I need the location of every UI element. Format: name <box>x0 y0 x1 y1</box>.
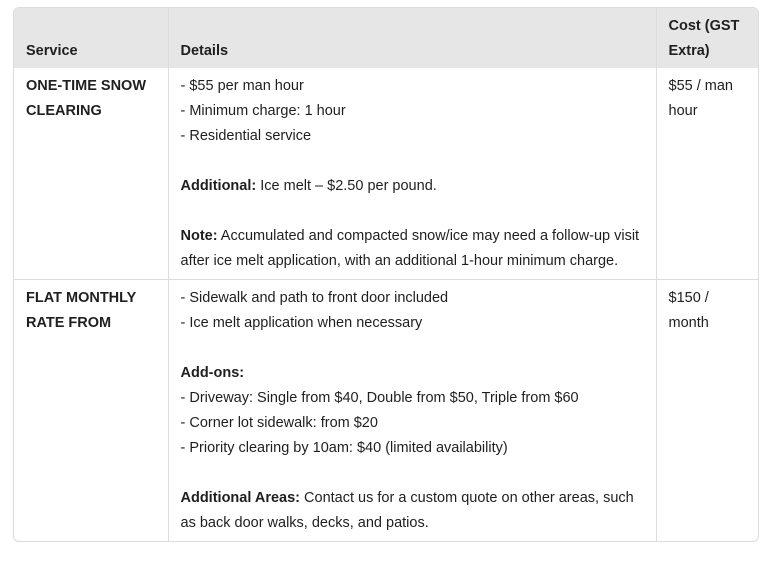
detail-line <box>181 149 644 174</box>
detail-line <box>181 461 644 486</box>
detail-text: - $55 per man hour <box>180 78 304 94</box>
cost-cell: $55 / man hour <box>655 68 758 280</box>
detail-line: Additional: Ice melt – $2.50 per pound. <box>181 174 644 199</box>
detail-text: - Sidewalk and path to front door includ… <box>180 290 449 306</box>
detail-line: Add-ons: <box>181 361 644 386</box>
table-row: FLAT MONTHLY RATE FROM - Sidewalk and pat… <box>14 279 758 541</box>
detail-label: Additional Areas: <box>180 490 301 506</box>
service-cell: ONE-TIME SNOW CLEARING <box>26 78 147 119</box>
detail-line: - Priority clearing by 10am: $40 (limite… <box>181 436 644 461</box>
table-row: ONE-TIME SNOW CLEARING - $55 per man hour… <box>14 68 758 280</box>
pricing-table: Service Details Cost (GST Extra) ONE-TIM… <box>14 8 758 541</box>
detail-text: - Priority clearing by 10am: $40 (limite… <box>180 440 508 456</box>
detail-text: - Minimum charge: 1 hour <box>180 103 346 119</box>
detail-line: Additional Areas: Contact us for a custo… <box>181 486 644 536</box>
detail-label: Note: <box>180 228 218 244</box>
cost-cell: $150 / month <box>655 279 758 541</box>
header-details: Details <box>167 8 656 68</box>
details-cell: - $55 per man hour - Minimum charge: 1 ho… <box>167 68 656 280</box>
detail-text: Accumulated and compacted snow/ice may n… <box>180 228 644 269</box>
detail-text: - Ice melt application when necessary <box>180 315 423 331</box>
detail-line: - Minimum charge: 1 hour <box>181 99 644 124</box>
details-cell: - Sidewalk and path to front door includ… <box>167 279 656 541</box>
detail-text: - Driveway: Single from $40, Double from… <box>180 390 579 406</box>
service-cell: FLAT MONTHLY RATE FROM <box>14 279 168 541</box>
detail-label: Additional: <box>180 178 257 194</box>
header-service: Service <box>14 8 168 68</box>
detail-line: - Sidewalk and path to front door includ… <box>181 286 644 311</box>
detail-label: Add-ons: <box>180 365 245 381</box>
detail-line: - Driveway: Single from $40, Double from… <box>181 386 644 411</box>
detail-line: - Corner lot sidewalk: from $20 <box>181 411 644 436</box>
detail-line: Note: Accumulated and compacted snow/ice… <box>181 224 644 274</box>
detail-text: - Residential service <box>180 128 312 144</box>
detail-line: - Ice melt application when necessary <box>181 311 644 336</box>
header-cost: Cost (GST Extra) <box>655 8 758 68</box>
detail-text: Contact us for a custom quote on other a… <box>180 490 638 531</box>
detail-text: Ice melt – $2.50 per pound. <box>256 178 437 194</box>
detail-line <box>181 199 644 224</box>
pricing-table-container: Service Details Cost (GST Extra) ONE-TIM… <box>13 7 759 542</box>
detail-line: - $55 per man hour <box>181 74 644 99</box>
detail-line <box>181 336 644 361</box>
detail-text: - Corner lot sidewalk: from $20 <box>180 415 378 431</box>
detail-line: - Residential service <box>181 124 644 149</box>
header-row: Service Details Cost (GST Extra) <box>14 8 758 68</box>
